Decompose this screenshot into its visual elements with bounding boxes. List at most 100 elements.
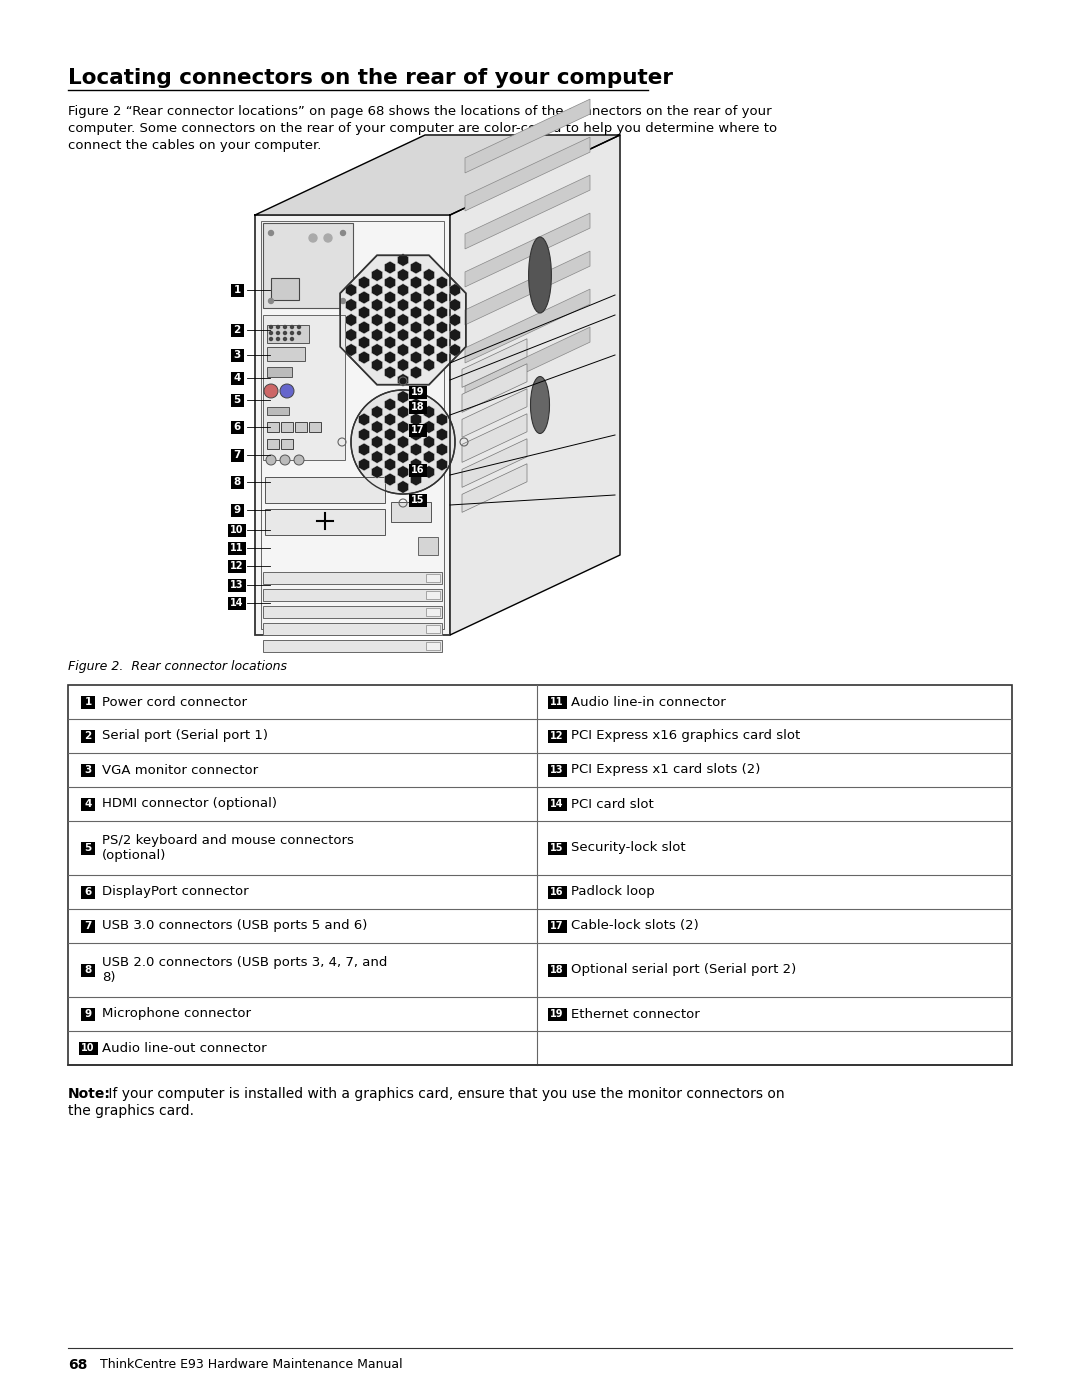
- Bar: [267, 407, 289, 415]
- Text: 10: 10: [230, 525, 244, 535]
- Bar: [426, 591, 440, 599]
- Polygon shape: [462, 388, 527, 437]
- Text: 12: 12: [550, 731, 564, 740]
- Circle shape: [291, 326, 294, 328]
- Text: 11: 11: [230, 543, 244, 553]
- Polygon shape: [372, 268, 382, 281]
- Text: 10: 10: [81, 1044, 95, 1053]
- Bar: [409, 386, 427, 398]
- Polygon shape: [436, 306, 447, 319]
- Polygon shape: [410, 337, 421, 349]
- Polygon shape: [397, 405, 408, 418]
- Polygon shape: [410, 261, 421, 274]
- Bar: [265, 509, 384, 535]
- Polygon shape: [410, 458, 421, 471]
- Circle shape: [276, 326, 280, 328]
- Text: 15: 15: [550, 842, 564, 854]
- Text: 18: 18: [550, 965, 564, 975]
- Polygon shape: [359, 414, 369, 426]
- Bar: [261, 221, 444, 629]
- Bar: [230, 420, 243, 433]
- Text: 19: 19: [550, 1009, 564, 1018]
- Circle shape: [351, 390, 455, 495]
- Bar: [255, 215, 450, 636]
- Polygon shape: [449, 344, 460, 356]
- Polygon shape: [465, 175, 590, 249]
- Bar: [548, 964, 567, 977]
- Text: Microphone connector: Microphone connector: [102, 1007, 251, 1020]
- Bar: [81, 764, 95, 777]
- Polygon shape: [397, 299, 408, 312]
- Polygon shape: [359, 337, 369, 349]
- Polygon shape: [384, 474, 395, 486]
- Polygon shape: [462, 414, 527, 462]
- Polygon shape: [384, 306, 395, 319]
- Bar: [548, 919, 567, 933]
- Bar: [548, 886, 567, 898]
- Text: 6: 6: [233, 422, 241, 432]
- Polygon shape: [384, 261, 395, 274]
- Polygon shape: [397, 436, 408, 448]
- Polygon shape: [359, 427, 369, 441]
- Bar: [264, 623, 442, 636]
- Bar: [230, 372, 243, 384]
- Polygon shape: [397, 451, 408, 464]
- Bar: [230, 394, 243, 407]
- Polygon shape: [465, 99, 590, 173]
- Circle shape: [270, 331, 272, 334]
- Polygon shape: [384, 427, 395, 441]
- Bar: [409, 401, 427, 414]
- Circle shape: [340, 299, 346, 303]
- Polygon shape: [423, 405, 434, 418]
- Circle shape: [280, 455, 291, 465]
- Bar: [81, 696, 95, 708]
- Polygon shape: [359, 306, 369, 319]
- Text: 9: 9: [233, 504, 241, 515]
- Polygon shape: [397, 313, 408, 327]
- Circle shape: [270, 338, 272, 341]
- Text: 3: 3: [233, 351, 241, 360]
- Circle shape: [283, 338, 286, 341]
- Circle shape: [297, 331, 300, 334]
- Circle shape: [269, 231, 273, 236]
- Bar: [548, 764, 567, 777]
- Polygon shape: [372, 451, 382, 464]
- Polygon shape: [465, 327, 590, 401]
- Text: 3: 3: [84, 766, 92, 775]
- Polygon shape: [436, 321, 447, 334]
- Polygon shape: [372, 344, 382, 356]
- Bar: [267, 439, 279, 448]
- Bar: [281, 439, 293, 448]
- Text: Note:: Note:: [68, 1087, 111, 1101]
- Circle shape: [276, 338, 280, 341]
- Bar: [230, 284, 243, 296]
- Polygon shape: [423, 313, 434, 327]
- Polygon shape: [372, 284, 382, 296]
- Bar: [264, 606, 442, 617]
- Bar: [230, 348, 243, 362]
- Circle shape: [291, 338, 294, 341]
- Polygon shape: [372, 405, 382, 418]
- Polygon shape: [372, 299, 382, 312]
- Polygon shape: [410, 321, 421, 334]
- Polygon shape: [462, 338, 527, 387]
- Text: PCI card slot: PCI card slot: [571, 798, 653, 810]
- Text: 18: 18: [411, 402, 424, 412]
- Polygon shape: [410, 443, 421, 455]
- Text: 16: 16: [550, 887, 564, 897]
- Bar: [548, 729, 567, 742]
- Bar: [264, 314, 345, 460]
- Circle shape: [294, 455, 303, 465]
- Bar: [81, 919, 95, 933]
- Bar: [230, 324, 243, 337]
- Polygon shape: [423, 436, 434, 448]
- Polygon shape: [465, 251, 590, 326]
- Polygon shape: [359, 277, 369, 289]
- Polygon shape: [372, 465, 382, 478]
- Text: Security-lock slot: Security-lock slot: [571, 841, 686, 855]
- Text: 2: 2: [233, 326, 241, 335]
- Text: 19: 19: [411, 387, 424, 397]
- Text: 8): 8): [102, 971, 116, 983]
- Bar: [267, 422, 279, 432]
- Bar: [81, 729, 95, 742]
